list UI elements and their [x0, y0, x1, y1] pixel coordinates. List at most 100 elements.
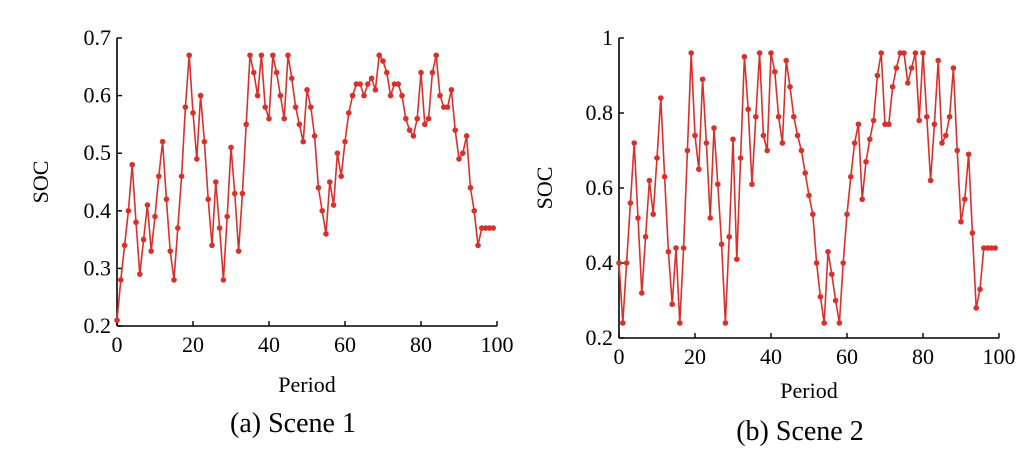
data-point [292, 104, 299, 110]
data-point [456, 156, 462, 162]
data-point [384, 69, 390, 76]
data-point [631, 140, 637, 146]
x-tick-label: 100 [481, 332, 514, 357]
data-point [365, 81, 371, 87]
data-point [182, 104, 189, 110]
data-point [376, 52, 383, 59]
data-point [159, 138, 166, 145]
data-point [764, 147, 770, 154]
data-point [639, 290, 645, 296]
data-point [901, 50, 907, 56]
data-point [726, 233, 732, 240]
data-point [946, 113, 953, 120]
data-point [148, 248, 154, 254]
data-point [859, 196, 865, 203]
data-point [433, 52, 440, 59]
data-point [935, 57, 941, 64]
data-point [308, 104, 314, 110]
data-point [319, 208, 326, 214]
data-point [152, 213, 158, 220]
data-point [224, 213, 230, 220]
data-point [490, 225, 497, 231]
data-point [665, 248, 672, 255]
data-point [422, 121, 428, 128]
data-point [406, 127, 413, 133]
x-tick-label: 60 [334, 332, 356, 357]
data-point [844, 211, 850, 218]
data-point [190, 110, 196, 116]
data-point [950, 65, 957, 71]
data-point [205, 196, 211, 203]
data-point [281, 115, 288, 122]
data-point [425, 115, 432, 122]
data-point [855, 121, 862, 128]
data-point [848, 173, 854, 180]
data-point [627, 200, 634, 206]
data-point [330, 202, 337, 208]
data-point [908, 65, 915, 71]
data-point [167, 248, 173, 254]
data-point [646, 177, 653, 184]
data-point [696, 166, 702, 173]
data-point [772, 68, 778, 75]
data-point [361, 92, 367, 99]
y-tick-label: 0.6 [84, 83, 112, 108]
data-point [285, 52, 291, 59]
data-point [756, 50, 763, 56]
data-point [924, 113, 930, 120]
x-tick-label: 40 [760, 344, 782, 369]
data-point [787, 83, 793, 90]
data-point [125, 208, 132, 214]
data-point [178, 173, 185, 180]
data-point [327, 179, 333, 185]
data-point [209, 242, 215, 249]
data-point [707, 215, 713, 221]
data-point [289, 75, 295, 82]
y-tick-label: 0.4 [84, 198, 112, 223]
y-tick-label: 0.7 [84, 25, 112, 50]
y-tick-label: 0.8 [586, 100, 614, 125]
data-point [893, 65, 900, 71]
data-point [715, 181, 721, 188]
data-point [954, 147, 960, 154]
data-point [654, 155, 660, 161]
data-point [635, 215, 641, 221]
data-point [973, 305, 979, 311]
data-point [475, 242, 481, 249]
data-point [768, 50, 774, 56]
data-point [886, 121, 892, 128]
data-point [806, 192, 812, 199]
data-point [334, 150, 341, 156]
data-point [118, 277, 124, 283]
data-point [266, 115, 272, 122]
y-tick-label: 0.4 [586, 250, 614, 275]
data-point [958, 218, 964, 225]
data-point [254, 92, 261, 99]
data-point [460, 150, 466, 156]
data-point [836, 320, 843, 326]
data-point [829, 271, 835, 278]
x-tick-label: 0 [112, 332, 123, 357]
data-point [677, 320, 683, 326]
x-tick-label: 80 [912, 344, 934, 369]
data-point [825, 248, 831, 255]
data-point [171, 277, 177, 283]
data-point [114, 317, 120, 324]
data-point [703, 140, 710, 146]
data-point [380, 58, 386, 64]
data-point [794, 132, 801, 139]
data-point [247, 52, 253, 59]
data-point [175, 225, 181, 231]
y-axis-label: SOC [532, 167, 557, 210]
data-point [661, 173, 668, 180]
data-point [239, 190, 246, 197]
x-tick-label: 20 [182, 332, 204, 357]
data-point [760, 132, 767, 139]
data-point [194, 156, 200, 162]
data-point [338, 173, 345, 180]
data-point [658, 95, 664, 101]
data-point [144, 202, 151, 208]
data-point [414, 115, 421, 122]
data-point [711, 125, 717, 131]
